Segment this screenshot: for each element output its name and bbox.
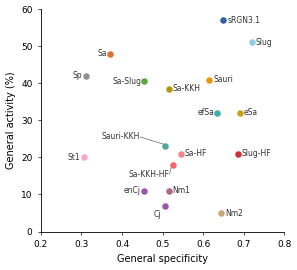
Point — [178, 151, 183, 156]
Point — [249, 40, 254, 45]
Text: Sp: Sp — [73, 71, 82, 80]
Text: Sauri: Sauri — [213, 75, 233, 84]
Text: Sauri-KKH: Sauri-KKH — [102, 133, 140, 141]
X-axis label: General specificity: General specificity — [117, 254, 208, 264]
Point — [215, 111, 220, 115]
Text: Nm2: Nm2 — [225, 208, 243, 218]
Point — [166, 87, 171, 91]
Point — [83, 74, 88, 78]
Text: St1: St1 — [68, 153, 80, 162]
Text: sRGN3.1: sRGN3.1 — [228, 16, 260, 25]
Text: Cj: Cj — [154, 210, 161, 219]
Text: Sa-HF: Sa-HF — [185, 149, 207, 158]
Point — [166, 189, 171, 193]
Point — [142, 79, 147, 83]
Point — [162, 144, 167, 148]
Point — [221, 18, 226, 22]
Point — [108, 51, 112, 56]
Point — [235, 151, 240, 156]
Text: eSa: eSa — [244, 108, 258, 117]
Text: Nm1: Nm1 — [173, 186, 191, 195]
Point — [142, 189, 147, 193]
Y-axis label: General activity (%): General activity (%) — [6, 72, 15, 169]
Point — [162, 203, 167, 208]
Text: Sa-Slug: Sa-Slug — [112, 77, 141, 86]
Text: Slug: Slug — [256, 38, 273, 47]
Point — [219, 211, 224, 215]
Point — [207, 77, 211, 82]
Text: Slug-HF: Slug-HF — [242, 149, 271, 158]
Text: efSa: efSa — [197, 108, 214, 117]
Text: Sa-KKH-HF: Sa-KKH-HF — [129, 170, 170, 178]
Point — [81, 155, 86, 160]
Text: enCj: enCj — [124, 186, 141, 195]
Point — [170, 163, 175, 167]
Text: Sa: Sa — [97, 49, 107, 58]
Point — [237, 111, 242, 115]
Text: Sa-KKH: Sa-KKH — [173, 84, 201, 93]
